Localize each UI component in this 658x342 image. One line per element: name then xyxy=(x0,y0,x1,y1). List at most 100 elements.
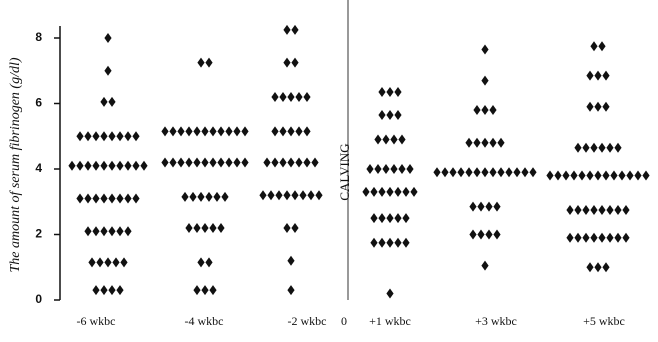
data-point xyxy=(497,137,505,148)
data-point xyxy=(209,126,217,137)
data-point xyxy=(469,229,477,240)
data-point xyxy=(241,157,249,168)
data-point xyxy=(477,201,485,212)
data-point xyxy=(132,131,140,142)
data-point xyxy=(132,193,140,204)
data-point xyxy=(120,257,128,268)
x-tick-label: +1 wkbc xyxy=(369,314,411,328)
data-point xyxy=(473,167,481,178)
data-point xyxy=(205,191,213,202)
data-point xyxy=(582,142,590,153)
data-point xyxy=(201,157,209,168)
data-point xyxy=(291,222,299,233)
data-point xyxy=(394,186,402,197)
data-point xyxy=(124,160,132,171)
y-tick-label: 4 xyxy=(35,161,42,175)
data-point xyxy=(132,160,140,171)
data-point xyxy=(610,170,618,181)
data-point xyxy=(546,170,554,181)
data-point xyxy=(291,190,299,201)
data-point xyxy=(241,126,249,137)
data-point xyxy=(116,131,124,142)
data-point xyxy=(92,285,100,296)
data-point xyxy=(291,57,299,68)
data-point xyxy=(574,142,582,153)
data-point xyxy=(574,232,582,243)
data-point xyxy=(197,257,205,268)
data-point xyxy=(582,204,590,215)
data-point xyxy=(193,285,201,296)
data-point xyxy=(209,285,217,296)
data-point xyxy=(634,170,642,181)
data-point xyxy=(201,126,209,137)
data-point xyxy=(169,157,177,168)
data-point xyxy=(594,262,602,273)
data-point xyxy=(108,96,116,107)
data-point xyxy=(279,126,287,137)
data-point xyxy=(275,190,283,201)
data-point xyxy=(394,87,402,98)
data-point xyxy=(193,126,201,137)
data-point xyxy=(116,160,124,171)
data-point xyxy=(92,160,100,171)
data-point xyxy=(84,131,92,142)
data-point xyxy=(108,226,116,237)
data-point xyxy=(481,260,489,271)
x-tick-label: 0 xyxy=(341,314,347,328)
data-point xyxy=(521,167,529,178)
data-point xyxy=(92,193,100,204)
data-point xyxy=(295,157,303,168)
data-point xyxy=(283,190,291,201)
data-point xyxy=(513,167,521,178)
data-point xyxy=(602,262,610,273)
data-point xyxy=(185,222,193,233)
data-point xyxy=(481,44,489,55)
data-point xyxy=(374,134,382,145)
data-point xyxy=(267,190,275,201)
data-point xyxy=(116,226,124,237)
data-point xyxy=(481,137,489,148)
data-point xyxy=(108,285,116,296)
data-point xyxy=(394,109,402,120)
data-point xyxy=(626,170,634,181)
data-point xyxy=(362,186,370,197)
data-point xyxy=(197,191,205,202)
data-point xyxy=(554,170,562,181)
data-point xyxy=(402,186,410,197)
data-point xyxy=(594,101,602,112)
data-point xyxy=(614,232,622,243)
data-point xyxy=(402,237,410,248)
data-point xyxy=(618,170,626,181)
data-point xyxy=(394,213,402,224)
calving-annotation: CALVING xyxy=(337,143,352,200)
data-point xyxy=(622,204,630,215)
data-point xyxy=(100,226,108,237)
data-point xyxy=(279,157,287,168)
data-point xyxy=(386,87,394,98)
data-point xyxy=(92,226,100,237)
data-point xyxy=(295,126,303,137)
data-point xyxy=(205,257,213,268)
y-axis-label: The amount of serum fibrinogen (g/dl) xyxy=(8,57,23,272)
data-point xyxy=(271,157,279,168)
y-tick-label: 8 xyxy=(35,30,42,44)
data-point xyxy=(201,222,209,233)
data-point xyxy=(100,96,108,107)
data-point xyxy=(574,204,582,215)
data-point xyxy=(378,87,386,98)
data-point xyxy=(465,167,473,178)
data-point xyxy=(124,226,132,237)
data-point xyxy=(598,204,606,215)
data-point xyxy=(76,160,84,171)
data-point xyxy=(433,167,441,178)
data-point xyxy=(386,288,394,299)
data-point xyxy=(606,142,614,153)
data-point xyxy=(602,70,610,81)
data-point xyxy=(481,167,489,178)
data-point xyxy=(489,105,497,116)
data-point xyxy=(386,237,394,248)
data-point xyxy=(259,190,267,201)
data-point xyxy=(108,131,116,142)
data-point xyxy=(112,257,120,268)
